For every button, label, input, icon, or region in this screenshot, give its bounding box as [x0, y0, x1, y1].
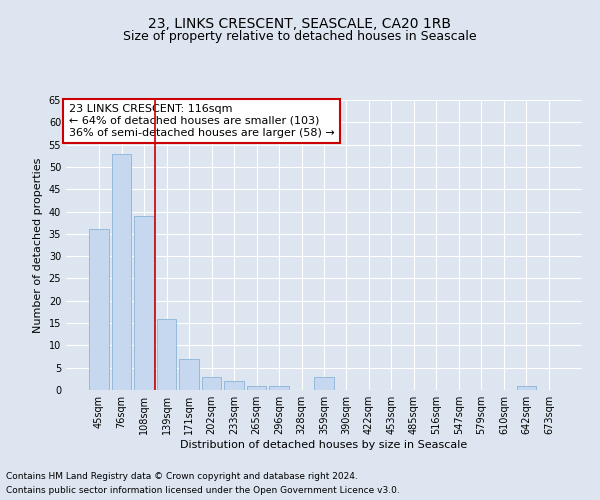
- Bar: [134, 216, 154, 390]
- Text: 23, LINKS CRESCENT, SEASCALE, CA20 1RB: 23, LINKS CRESCENT, SEASCALE, CA20 1RB: [149, 18, 452, 32]
- Y-axis label: Number of detached properties: Number of detached properties: [33, 158, 43, 332]
- Bar: [179, 359, 199, 390]
- Bar: [224, 381, 244, 390]
- Bar: [247, 386, 266, 390]
- Text: 23 LINKS CRESCENT: 116sqm
← 64% of detached houses are smaller (103)
36% of semi: 23 LINKS CRESCENT: 116sqm ← 64% of detac…: [68, 104, 334, 138]
- Text: Contains HM Land Registry data © Crown copyright and database right 2024.: Contains HM Land Registry data © Crown c…: [6, 472, 358, 481]
- Bar: [517, 386, 536, 390]
- X-axis label: Distribution of detached houses by size in Seascale: Distribution of detached houses by size …: [181, 440, 467, 450]
- Bar: [269, 386, 289, 390]
- Bar: [157, 318, 176, 390]
- Text: Contains public sector information licensed under the Open Government Licence v3: Contains public sector information licen…: [6, 486, 400, 495]
- Bar: [112, 154, 131, 390]
- Text: Size of property relative to detached houses in Seascale: Size of property relative to detached ho…: [123, 30, 477, 43]
- Bar: [202, 376, 221, 390]
- Bar: [89, 230, 109, 390]
- Bar: [314, 376, 334, 390]
